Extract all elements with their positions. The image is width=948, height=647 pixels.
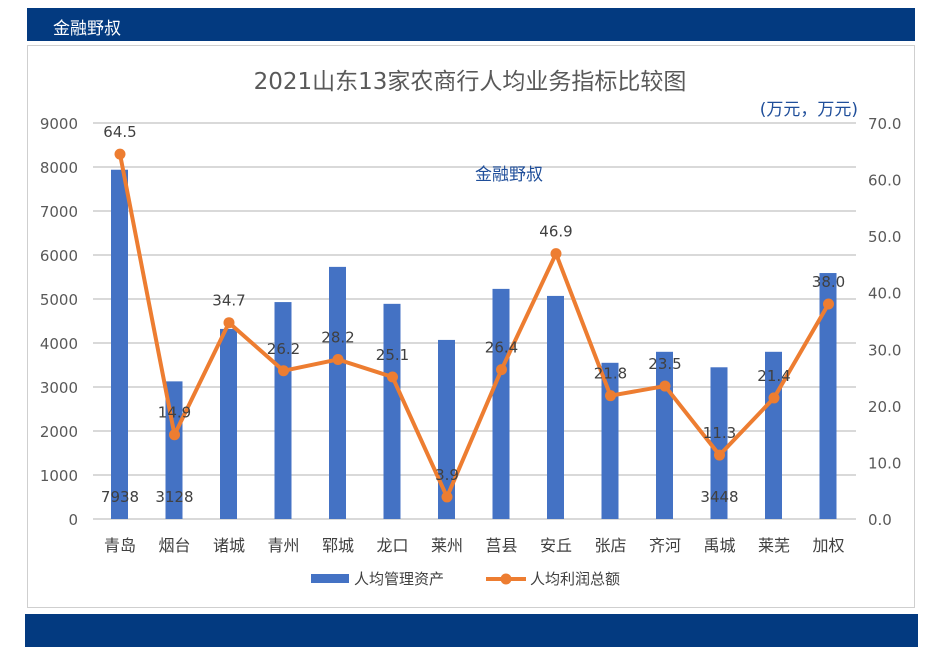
category-label: 张店 [594, 536, 626, 555]
left-axis-tick: 7000 [40, 203, 78, 221]
right-axis-tick: 50.0 [868, 228, 901, 246]
left-axis-tick: 3000 [40, 379, 78, 397]
bar-郓城 [329, 266, 346, 519]
bar-莱州 [438, 339, 455, 519]
category-label: 安丘 [540, 536, 572, 555]
line-data-label: 23.5 [648, 355, 681, 373]
line-point [496, 364, 507, 376]
line-point [768, 392, 780, 404]
legend-line-label: 人均利润总额 [530, 570, 620, 588]
header-bar: 金融野叔 [27, 8, 915, 41]
bar-莒县 [492, 288, 510, 519]
category-label: 莱州 [431, 536, 463, 555]
category-label: 莱芜 [758, 536, 790, 555]
footer-bar [25, 614, 918, 647]
left-axis-tick: 6000 [40, 247, 78, 265]
category-label: 齐河 [649, 536, 681, 555]
line-point [441, 491, 453, 503]
chart-frame [27, 45, 915, 608]
right-axis-tick: 20.0 [868, 398, 901, 416]
category-label: 青岛 [104, 536, 136, 555]
line-data-label: 38.0 [812, 273, 845, 291]
category-label: 莒县 [485, 536, 517, 555]
line-point [823, 298, 834, 310]
left-axis-tick: 2000 [40, 423, 78, 441]
legend-line-marker [500, 573, 512, 585]
line-data-label: 11.3 [703, 424, 736, 442]
legend-bar-swatch [311, 574, 349, 583]
left-axis-tick: 1000 [40, 467, 78, 485]
category-label: 禹城 [703, 536, 735, 555]
bar-青州 [274, 302, 292, 519]
category-label: 青州 [267, 536, 299, 555]
line-point [223, 317, 235, 329]
line-data-label: 46.9 [539, 223, 572, 241]
category-label: 龙口 [376, 536, 408, 555]
line-point [659, 380, 671, 392]
watermark-text: 金融野叔 [475, 165, 543, 185]
line-data-label: 26.2 [267, 340, 300, 358]
category-label: 加权 [812, 536, 844, 555]
line-point [114, 148, 126, 160]
right-axis-tick: 40.0 [868, 285, 901, 303]
brand-label: 金融野叔 [53, 19, 121, 39]
line-data-label: 26.4 [485, 339, 518, 357]
profit-line [118, 153, 831, 499]
line-point [169, 429, 180, 441]
bar-安丘 [547, 295, 564, 519]
left-axis-tick: 5000 [40, 291, 78, 309]
left-axis-tick: 4000 [40, 335, 78, 353]
bar-诸城 [220, 328, 237, 519]
line-data-label: 3.9 [435, 466, 459, 484]
left-axis-tick: 0 [68, 511, 78, 529]
bar-张店 [601, 362, 619, 519]
bar-data-label: 3128 [155, 488, 193, 506]
right-axis-tick: 30.0 [868, 341, 901, 359]
line-point [387, 371, 398, 383]
line-data-label: 25.1 [376, 346, 409, 364]
chart-title: 2021山东13家农商行人均业务指标比较图 [254, 69, 687, 95]
bar-data-label: 7938 [101, 488, 139, 506]
line-point [332, 353, 344, 365]
bar-龙口 [383, 303, 401, 519]
line-data-label: 21.4 [757, 367, 790, 385]
category-label: 郓城 [322, 536, 354, 555]
line-data-label: 34.7 [212, 292, 245, 310]
line-point [714, 449, 725, 461]
category-label: 烟台 [158, 536, 190, 555]
line-data-label: 28.2 [321, 328, 354, 346]
right-axis-tick: 0.0 [868, 511, 892, 529]
bar-加权 [819, 273, 837, 519]
line-point [550, 248, 562, 260]
units-note: (万元，万元) [760, 100, 858, 120]
bar-青岛 [111, 169, 128, 519]
right-axis-tick: 70.0 [868, 115, 901, 133]
line-data-label: 21.8 [594, 365, 627, 383]
line-data-label: 64.5 [103, 123, 136, 141]
left-axis-tick: 8000 [40, 159, 78, 177]
left-axis-tick: 9000 [40, 115, 78, 133]
bar-禹城 [710, 367, 728, 519]
line-point [278, 365, 289, 377]
right-axis-tick: 10.0 [868, 454, 901, 472]
line-point [605, 390, 616, 402]
bar-data-label: 3448 [700, 488, 738, 506]
line-data-label: 14.9 [158, 404, 191, 422]
right-axis-tick: 60.0 [868, 172, 901, 190]
bar-齐河 [656, 351, 673, 519]
category-label: 诸城 [213, 536, 245, 555]
legend-bar-label: 人均管理资产 [354, 570, 444, 588]
